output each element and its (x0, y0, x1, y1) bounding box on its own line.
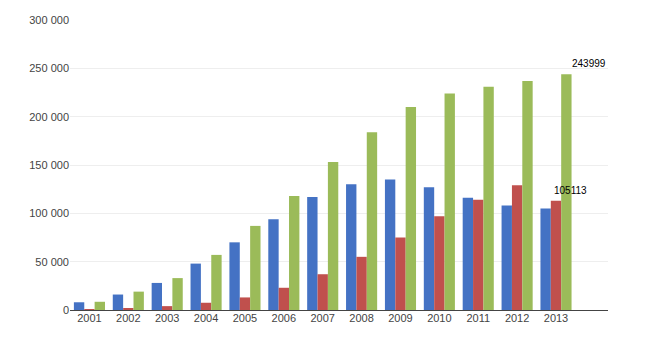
svg-text:300 000: 300 000 (29, 14, 69, 26)
svg-text:150 000: 150 000 (29, 159, 69, 171)
svg-text:2010: 2010 (427, 312, 451, 324)
svg-text:0: 0 (63, 304, 69, 316)
svg-text:100 000: 100 000 (29, 207, 69, 219)
svg-text:2005: 2005 (233, 312, 257, 324)
svg-text:2001: 2001 (77, 312, 101, 324)
svg-text:2013: 2013 (544, 312, 568, 324)
svg-text:200 000: 200 000 (29, 111, 69, 123)
svg-text:2009: 2009 (388, 312, 412, 324)
svg-text:2002: 2002 (116, 312, 140, 324)
svg-text:2004: 2004 (194, 312, 218, 324)
svg-text:2011: 2011 (466, 312, 490, 324)
svg-text:250 000: 250 000 (29, 62, 69, 74)
svg-text:105113: 105113 (554, 185, 587, 196)
svg-text:2012: 2012 (505, 312, 529, 324)
svg-text:2008: 2008 (349, 312, 373, 324)
svg-text:243999: 243999 (572, 58, 606, 69)
svg-text:50 000: 50 000 (35, 256, 69, 268)
svg-text:2007: 2007 (310, 312, 334, 324)
svg-text:2006: 2006 (272, 312, 296, 324)
svg-text:2003: 2003 (155, 312, 179, 324)
